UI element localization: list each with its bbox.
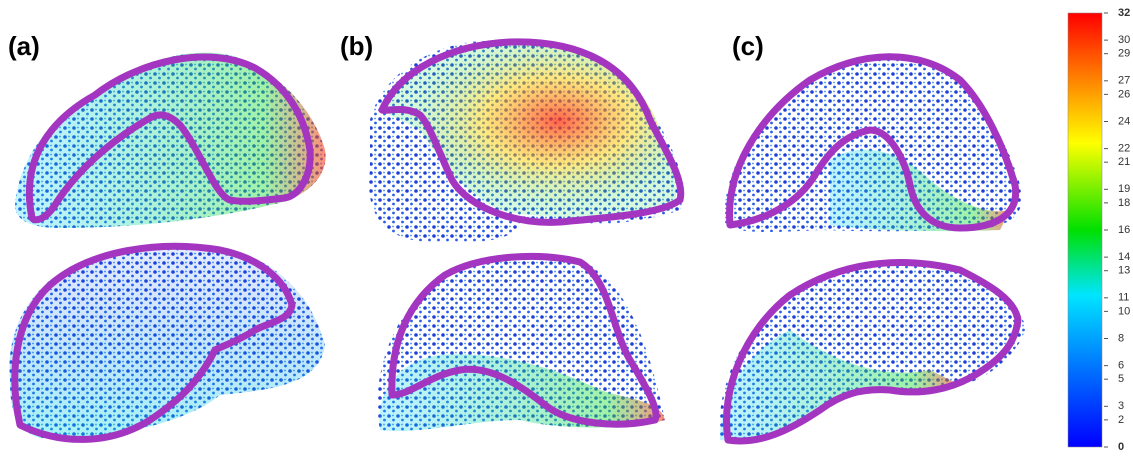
tick-label: 0 bbox=[1118, 441, 1124, 453]
tick-label: 24 bbox=[1118, 115, 1130, 127]
tick-label: 6 bbox=[1118, 360, 1124, 372]
tick-label: 10 bbox=[1118, 305, 1130, 317]
brain-surface bbox=[10, 244, 325, 439]
tick-label: 30 bbox=[1118, 34, 1130, 46]
tick-label: 2 bbox=[1118, 414, 1124, 426]
tick-label: 21 bbox=[1118, 156, 1130, 168]
tick-label: 29 bbox=[1118, 48, 1130, 60]
tick-label: 22 bbox=[1118, 143, 1130, 155]
tick-label: 3 bbox=[1118, 400, 1124, 412]
tick-label: 8 bbox=[1118, 332, 1124, 344]
tick-label: 16 bbox=[1118, 224, 1130, 236]
brain-surface bbox=[719, 262, 1025, 440]
brain-surface bbox=[377, 256, 665, 431]
tick-label: 13 bbox=[1118, 265, 1130, 277]
brain-surface bbox=[15, 53, 326, 228]
tick-label: 11 bbox=[1118, 292, 1129, 304]
brain-surface bbox=[369, 41, 683, 243]
tick-label: 19 bbox=[1118, 183, 1130, 195]
tick-label: 32 bbox=[1118, 7, 1130, 19]
colorbar bbox=[1068, 13, 1102, 447]
tick-label: 18 bbox=[1118, 197, 1130, 209]
panel-label: (c) bbox=[732, 31, 764, 61]
panel-label: (b) bbox=[340, 31, 373, 61]
tick-label: 14 bbox=[1118, 251, 1130, 263]
brain-surface bbox=[725, 56, 1022, 232]
panel-label: (a) bbox=[8, 31, 40, 61]
tick-label: 27 bbox=[1118, 75, 1130, 87]
figure: (a) (b) (c) 3230292726242221191816141311 bbox=[0, 0, 1133, 456]
tick-label: 26 bbox=[1118, 88, 1130, 100]
tick-label: 5 bbox=[1118, 373, 1124, 385]
